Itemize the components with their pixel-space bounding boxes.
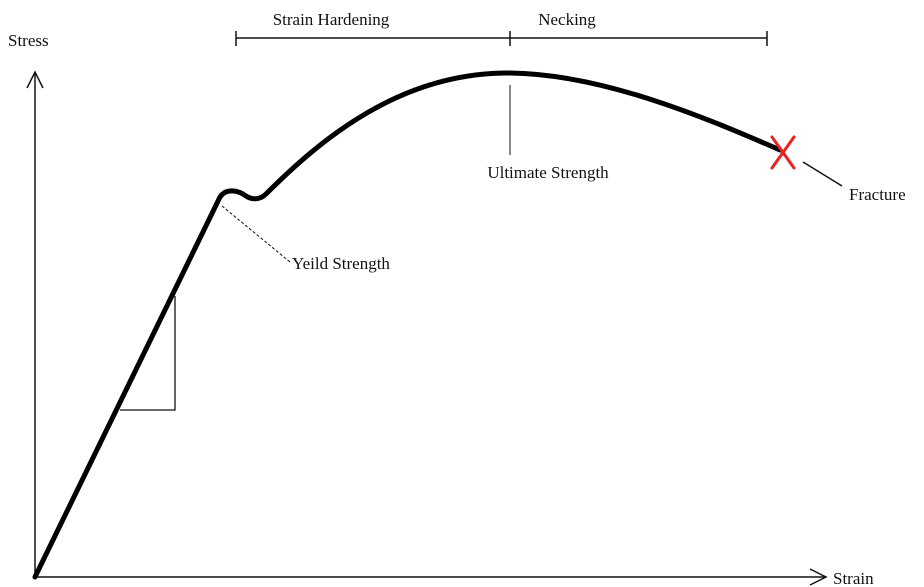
y-arrow — [26, 70, 44, 89]
region-brackets — [235, 31, 768, 46]
fracture-x — [770, 135, 796, 170]
fracture-leader — [802, 161, 843, 187]
stress-strain-curve — [32, 70, 783, 580]
x-arrow — [809, 568, 828, 586]
region-label: Strain Hardening — [273, 10, 390, 29]
region-label: Necking — [538, 10, 596, 29]
y-axis-label: Stress — [8, 31, 49, 50]
fracture-mark — [770, 135, 796, 170]
slope-triangle — [120, 296, 176, 411]
annotation-label: Fracture — [849, 185, 906, 204]
x-axis-label: Strain — [833, 569, 874, 587]
axes — [26, 70, 828, 586]
annotation-label: Ultimate Strength — [487, 163, 609, 182]
annotation-label: Yeild Strength — [292, 254, 390, 273]
